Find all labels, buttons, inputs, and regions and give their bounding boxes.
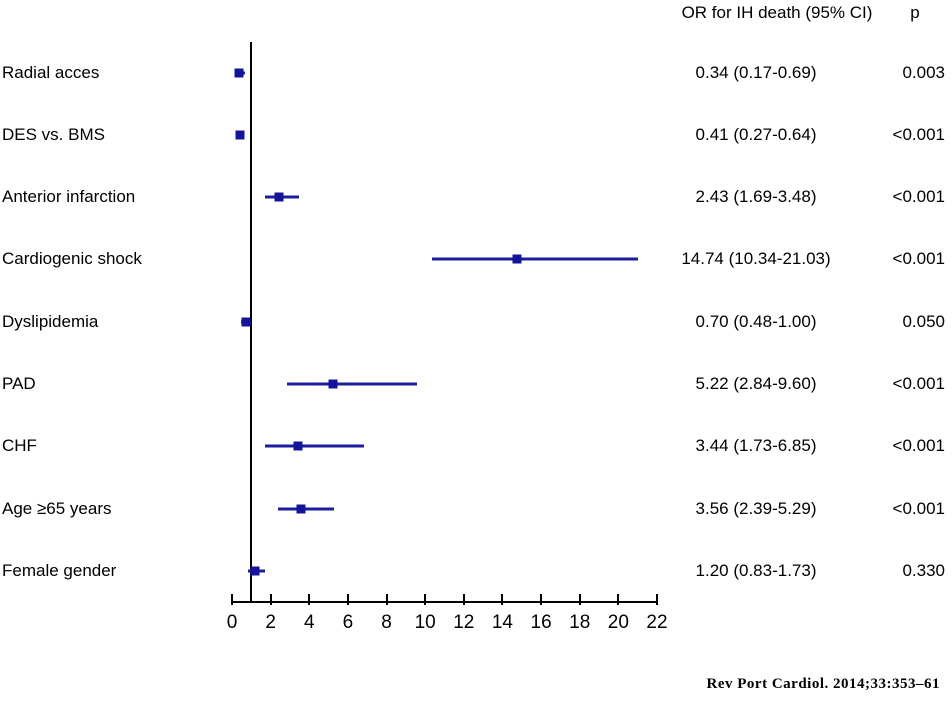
ci-line <box>431 257 639 261</box>
row-label: Dyslipidemia <box>2 311 99 331</box>
or-marker <box>235 130 245 140</box>
axis-tick <box>462 594 465 605</box>
reference-line <box>250 42 253 603</box>
or-marker <box>293 441 303 451</box>
axis-tick-label: 12 <box>453 612 475 633</box>
x-axis-line <box>231 601 658 603</box>
row-label: CHF <box>2 436 37 456</box>
p-value: <0.001 <box>892 498 945 518</box>
axis-tick <box>617 594 620 605</box>
axis-tick-label: 2 <box>265 612 276 633</box>
or-column-header: OR for IH death (95% CI) <box>681 3 873 22</box>
axis-tick <box>540 594 543 605</box>
or-marker <box>328 379 338 389</box>
citation-text: Rev Port Cardiol. 2014;33:353–61 <box>706 676 940 692</box>
row-label: Radial acces <box>2 62 100 82</box>
p-value: <0.001 <box>892 374 945 393</box>
or-marker <box>234 68 244 77</box>
axis-tick-label: 20 <box>607 612 629 633</box>
or-value: 1.20 (0.83-1.73) <box>695 560 817 580</box>
or-value: 2.43 (1.69-3.48) <box>695 187 817 207</box>
p-value: 0.003 <box>902 62 945 82</box>
or-marker <box>512 254 522 264</box>
p-value: 0.330 <box>902 560 945 580</box>
ci-line <box>286 382 418 386</box>
axis-tick-label: 4 <box>303 612 315 633</box>
axis-tick-label: 22 <box>646 612 668 633</box>
axis-tick <box>385 594 388 605</box>
or-marker <box>250 566 260 576</box>
axis-tick <box>269 594 272 605</box>
ci-line <box>278 507 335 511</box>
or-value: 0.41 (0.27-0.64) <box>695 124 817 144</box>
p-value: <0.001 <box>892 436 945 456</box>
p-value: <0.001 <box>892 187 945 207</box>
axis-tick-label: 10 <box>414 612 436 633</box>
or-value: 0.34 (0.17-0.69) <box>695 62 817 82</box>
p-value: <0.001 <box>892 124 945 144</box>
axis-tick-label: 6 <box>342 612 354 633</box>
or-value: 3.56 (2.39-5.29) <box>695 498 817 518</box>
p-value: 0.050 <box>902 311 945 331</box>
axis-tick <box>231 594 233 605</box>
axis-tick-label: 8 <box>381 612 392 633</box>
or-marker <box>241 317 251 327</box>
row-label: Age ≥65 years <box>2 498 112 518</box>
or-value: 14.74 (10.34-21.03) <box>681 249 831 269</box>
axis-tick <box>308 594 311 605</box>
axis-tick <box>655 594 658 605</box>
axis-tick <box>346 594 349 605</box>
row-label: DES vs. BMS <box>2 124 105 144</box>
ci-line <box>265 444 365 448</box>
row-label: Cardiogenic shock <box>2 249 142 269</box>
row-label: Anterior infarction <box>2 187 136 207</box>
or-marker <box>296 504 306 514</box>
axis-tick <box>424 594 427 605</box>
row-label: Female gender <box>2 560 117 580</box>
axis-tick-label: 16 <box>530 612 552 633</box>
or-value: 0.70 (0.48-1.00) <box>695 311 817 331</box>
p-column-header: p <box>910 3 920 22</box>
axis-tick <box>578 594 581 605</box>
axis-tick-label: 14 <box>491 612 513 633</box>
or-marker <box>274 192 284 202</box>
row-label: PAD <box>2 374 36 393</box>
axis-tick-label: 18 <box>569 612 591 633</box>
p-value: <0.001 <box>892 249 945 269</box>
or-value: 3.44 (1.73-6.85) <box>695 436 817 456</box>
axis-tick <box>501 594 504 605</box>
axis-tick-label: 0 <box>226 612 238 633</box>
or-value: 5.22 (2.84-9.60) <box>695 374 817 393</box>
